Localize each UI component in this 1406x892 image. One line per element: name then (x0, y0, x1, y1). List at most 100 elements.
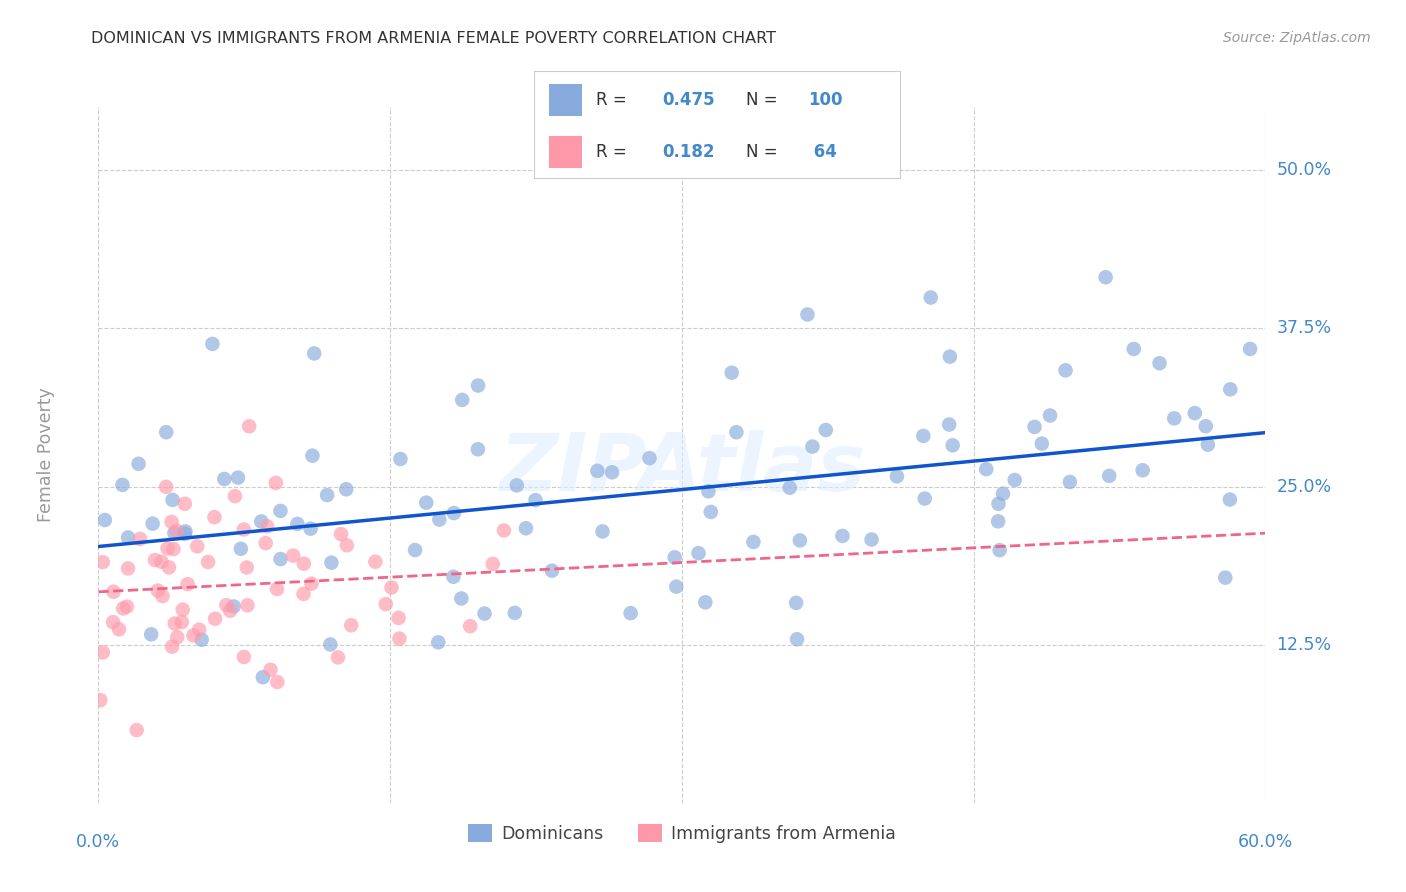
Point (831, 529, 853, 543)
Point (1239, 342, 1261, 356)
Point (404, 543, 426, 558)
Point (299, 522, 322, 536)
Point (700, 505, 723, 519)
Text: N =: N = (747, 143, 783, 161)
Point (688, 546, 710, 560)
Point (974, 462, 997, 476)
Point (443, 506, 465, 520)
Point (492, 524, 515, 538)
Point (801, 440, 824, 454)
Point (266, 675, 288, 690)
Text: 0.0%: 0.0% (76, 833, 121, 851)
Point (503, 606, 526, 620)
Point (89, 693, 111, 707)
Point (250, 515, 273, 529)
Point (638, 451, 661, 466)
Point (860, 533, 883, 547)
Bar (548, 136, 582, 168)
Point (912, 429, 935, 443)
Point (786, 632, 808, 647)
Point (283, 549, 305, 563)
Point (188, 623, 211, 637)
Point (301, 576, 323, 591)
Point (720, 366, 742, 380)
Point (886, 469, 908, 483)
Point (266, 582, 288, 596)
Point (796, 308, 818, 322)
Point (236, 599, 259, 613)
Point (592, 524, 614, 539)
Point (287, 516, 309, 531)
Point (725, 425, 748, 440)
Point (111, 478, 134, 492)
Point (316, 488, 339, 502)
Point (1219, 492, 1241, 507)
Text: 60.0%: 60.0% (1237, 833, 1294, 851)
Point (162, 492, 184, 507)
Point (374, 597, 396, 611)
Text: 0.182: 0.182 (662, 143, 714, 161)
Point (415, 496, 437, 510)
Point (302, 346, 325, 360)
Point (620, 606, 643, 620)
Point (155, 425, 177, 440)
Point (204, 612, 226, 626)
Text: Source: ZipAtlas.com: Source: ZipAtlas.com (1223, 31, 1371, 45)
Point (232, 650, 254, 665)
Point (1004, 473, 1026, 487)
Point (427, 635, 450, 649)
Point (101, 615, 124, 630)
Point (176, 577, 198, 591)
Point (389, 452, 412, 467)
Point (1195, 419, 1218, 434)
Point (222, 599, 245, 614)
Point (427, 512, 450, 526)
Point (321, 556, 343, 570)
Point (259, 663, 281, 677)
Text: 37.5%: 37.5% (1277, 319, 1331, 337)
Point (1024, 420, 1046, 434)
Text: 64: 64 (808, 143, 838, 161)
Point (1213, 571, 1236, 585)
Point (166, 630, 188, 644)
Point (1219, 382, 1241, 396)
Point (1163, 411, 1185, 425)
Point (141, 627, 163, 641)
Point (269, 552, 291, 566)
Point (364, 555, 387, 569)
Point (939, 350, 962, 364)
Point (458, 619, 481, 633)
Point (292, 587, 315, 601)
Point (785, 596, 807, 610)
Point (152, 589, 174, 603)
Point (232, 523, 254, 537)
Text: ZIPAtlas: ZIPAtlas (499, 430, 865, 508)
Point (524, 493, 547, 508)
Point (183, 628, 205, 642)
Point (1098, 468, 1121, 483)
Point (695, 595, 717, 609)
Point (987, 514, 1010, 528)
Point (340, 618, 363, 632)
Point (987, 497, 1010, 511)
Point (91, 645, 114, 659)
Point (128, 457, 150, 471)
Point (173, 526, 195, 541)
Point (229, 541, 252, 556)
Point (380, 581, 402, 595)
Point (150, 555, 173, 569)
Point (814, 423, 837, 437)
Point (600, 465, 623, 479)
Point (142, 516, 165, 531)
Point (103, 584, 125, 599)
Point (506, 478, 529, 492)
Point (238, 419, 260, 434)
Point (201, 337, 224, 351)
Point (1122, 342, 1144, 356)
Point (330, 527, 353, 541)
Point (1132, 463, 1154, 477)
Point (988, 543, 1011, 558)
Point (336, 538, 359, 552)
Text: R =: R = (596, 91, 633, 109)
Point (226, 470, 249, 484)
